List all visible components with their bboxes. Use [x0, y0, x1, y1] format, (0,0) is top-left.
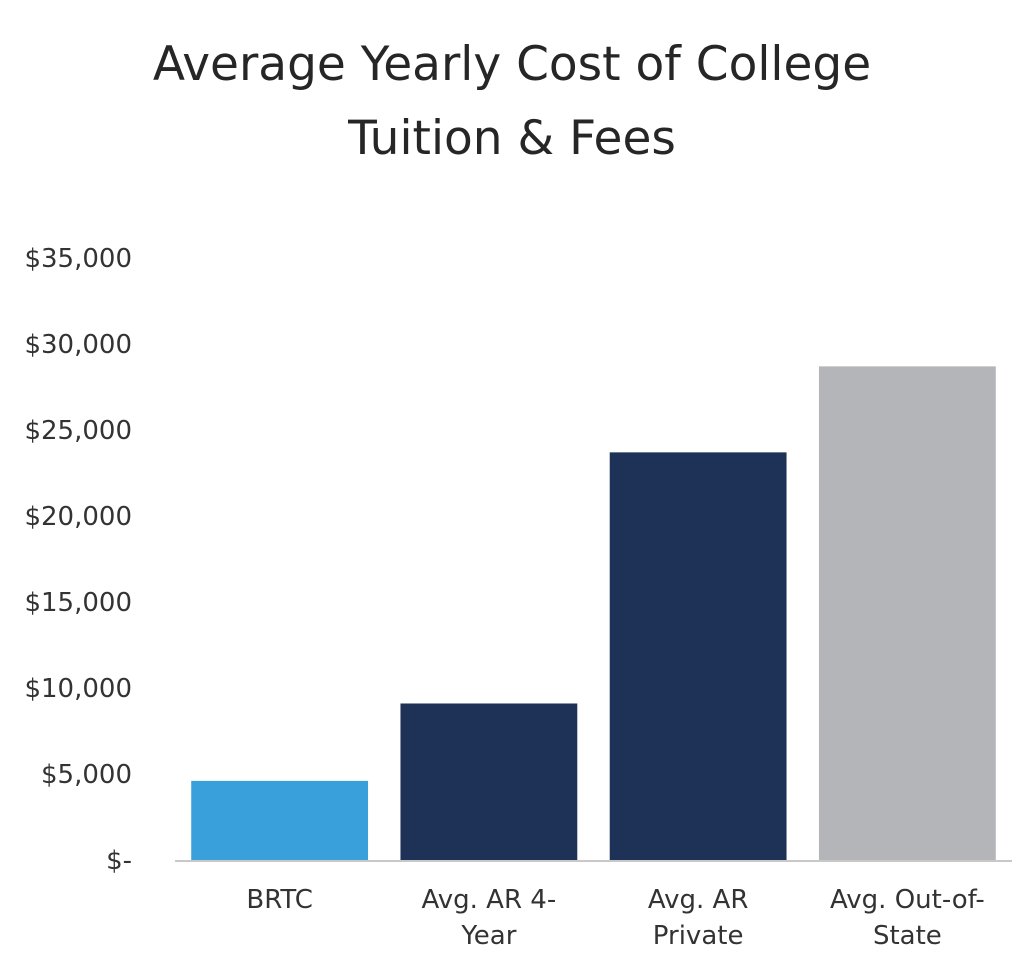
x-category-label-line: Private: [653, 921, 744, 951]
bars: [191, 366, 996, 860]
y-tick-label: $10,000: [24, 674, 132, 704]
x-category-label: Avg. AR Private: [648, 885, 749, 951]
x-category-label: BRTC: [246, 885, 313, 915]
y-tick-label: $-: [106, 846, 132, 876]
x-category-label: Avg. AR 4- Year: [422, 885, 557, 951]
bar: [609, 452, 787, 860]
chart-title-line-1: Average Yearly Cost of College: [152, 37, 872, 92]
x-category-label-line: Avg. AR: [648, 885, 749, 915]
x-category-label-line: BRTC: [246, 885, 313, 915]
y-tick-label: $5,000: [41, 760, 132, 790]
y-axis-ticks: $- $5,000 $10,000 $15,000 $20,000 $25,000 $30,…: [24, 244, 132, 876]
y-tick-label: $15,000: [24, 588, 132, 618]
bar: [818, 366, 996, 860]
chart-title: Average Yearly Cost of College Tuition &…: [0, 28, 1024, 176]
y-tick-label: $30,000: [24, 330, 132, 360]
x-category-label-line: Avg. Out-of-: [830, 885, 985, 915]
x-axis-labels: BRTC Avg. AR 4- Year Avg. AR Private Avg. Out…: [246, 885, 984, 951]
bar: [400, 703, 578, 860]
y-tick-label: $35,000: [24, 244, 132, 274]
bar: [191, 780, 369, 860]
x-category-label: Avg. Out-of- State: [830, 885, 985, 951]
y-tick-label: $25,000: [24, 416, 132, 446]
x-category-label-line: State: [873, 921, 942, 951]
y-tick-label: $20,000: [24, 502, 132, 532]
chart-title-line-2: Tuition & Fees: [348, 111, 676, 166]
x-category-label-line: Year: [460, 921, 516, 951]
x-category-label-line: Avg. AR 4-: [422, 885, 557, 915]
